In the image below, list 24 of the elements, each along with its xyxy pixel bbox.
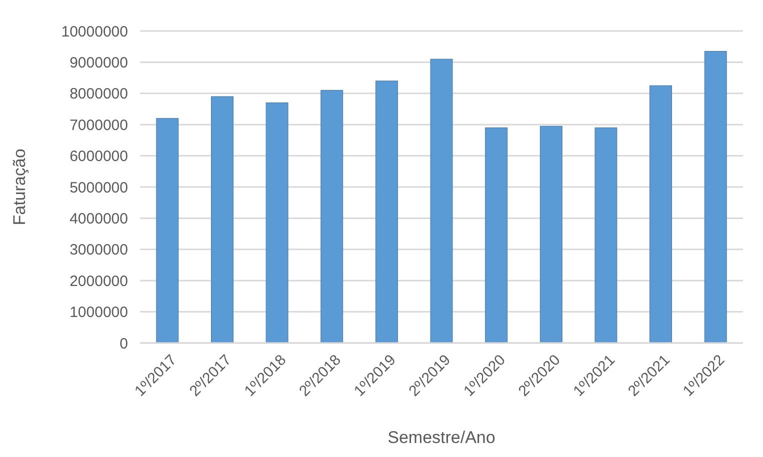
bar bbox=[540, 126, 562, 344]
bar bbox=[156, 118, 179, 344]
bar bbox=[650, 85, 672, 344]
y-tick-label: 8000000 bbox=[70, 86, 128, 103]
y-tick-label: 7000000 bbox=[70, 116, 128, 134]
bar bbox=[430, 58, 453, 344]
y-axis-title: Faturação bbox=[10, 148, 29, 226]
y-tick-label: 2000000 bbox=[70, 272, 128, 290]
bar bbox=[211, 96, 234, 344]
y-tick-label: 5000000 bbox=[70, 179, 128, 196]
x-axis-title: Semestre/Ano bbox=[388, 428, 496, 447]
y-tick-label: 4000000 bbox=[70, 210, 128, 228]
y-tick-label: 6000000 bbox=[70, 148, 128, 166]
bar bbox=[485, 127, 508, 344]
bar bbox=[320, 90, 344, 344]
y-tick-label: 10000000 bbox=[61, 23, 128, 40]
y-tick-label: 3000000 bbox=[70, 242, 128, 259]
y-tick-label: 9000000 bbox=[70, 54, 128, 72]
bar bbox=[266, 102, 288, 344]
bar bbox=[594, 127, 618, 344]
bar bbox=[375, 80, 398, 344]
bar bbox=[704, 51, 727, 344]
y-tick-label: 1000000 bbox=[70, 304, 128, 322]
y-tick-label: 0 bbox=[120, 335, 128, 352]
